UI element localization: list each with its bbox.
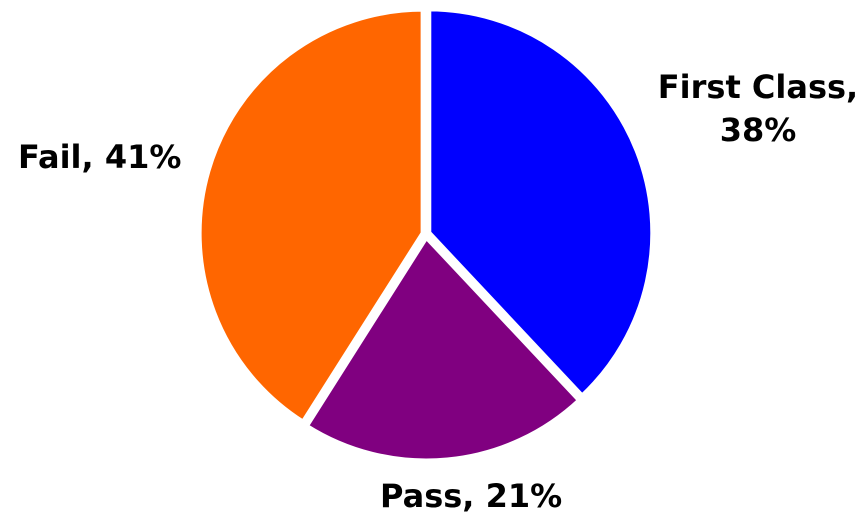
slice-label-fail-line1: Fail, 41% (18, 138, 182, 176)
slice-label-pass-line1: Pass, 21% (380, 477, 563, 515)
slice-label-pass: Pass, 21% (380, 475, 562, 518)
slice-label-first-class-line2: 38% (719, 111, 797, 149)
pie-slice-first-class (426, 6, 656, 400)
slice-label-fail: Fail, 41% (18, 136, 181, 179)
pie-slices (196, 6, 656, 464)
slice-label-first-class: First Class, 38% (648, 66, 868, 152)
pie-slice-fail (196, 6, 426, 426)
slice-label-first-class-line1: First Class, (657, 68, 859, 106)
pie-slice-pass (302, 232, 584, 464)
